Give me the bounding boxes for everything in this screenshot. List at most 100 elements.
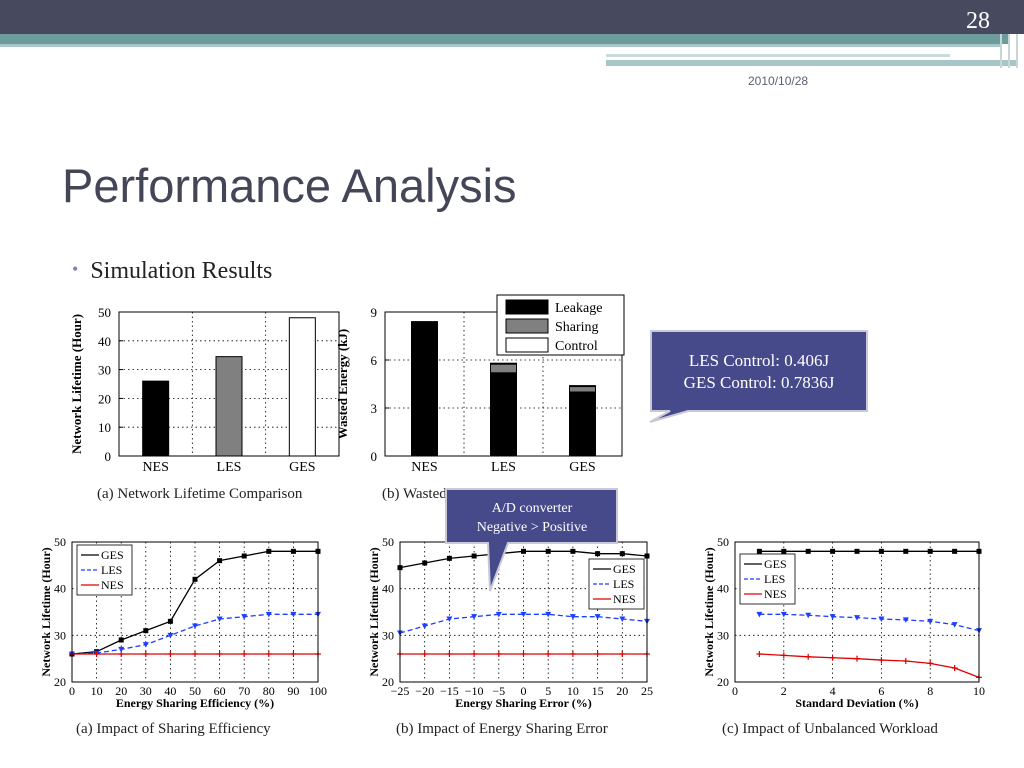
data-point — [471, 553, 477, 559]
header-bar — [0, 0, 1024, 34]
y-tick-label: 20 — [98, 391, 111, 406]
legend-swatch — [505, 299, 549, 315]
x-axis-label: Energy Sharing Error (%) — [455, 696, 592, 710]
x-tick-label: GES — [289, 460, 315, 475]
x-tick-label: −20 — [415, 684, 434, 698]
data-point — [952, 548, 958, 554]
y-tick-label: 9 — [371, 305, 378, 320]
slide-number: 28 — [966, 8, 990, 34]
x-tick-label: 0 — [521, 684, 527, 698]
data-point — [878, 548, 884, 554]
x-tick-label: 60 — [214, 684, 226, 698]
data-point — [829, 614, 836, 620]
y-tick-label: 20 — [717, 675, 729, 689]
y-tick-label: 0 — [105, 449, 112, 464]
callout-line: GES Control: 0.7836J — [683, 373, 835, 392]
legend-box — [739, 553, 796, 605]
legend-label: Sharing — [555, 320, 599, 335]
data-point — [495, 611, 502, 618]
x-tick-label: 50 — [189, 684, 201, 698]
bar-segment — [490, 363, 517, 374]
data-point — [446, 555, 452, 561]
callout-line: Negative > Positive — [476, 520, 588, 535]
data-point — [192, 576, 198, 582]
legend-box — [588, 558, 645, 610]
data-point — [290, 611, 297, 618]
legend-label: NES — [764, 587, 787, 601]
x-tick-label: 10 — [91, 684, 103, 698]
plot-frame — [734, 541, 980, 683]
data-point — [594, 614, 601, 620]
data-point — [545, 611, 552, 618]
data-point — [569, 614, 576, 620]
decor-line — [606, 54, 950, 57]
x-tick-label: 6 — [878, 684, 884, 698]
data-point — [192, 623, 198, 629]
x-tick-label: −5 — [492, 684, 505, 698]
y-tick-label: 20 — [54, 675, 66, 689]
x-tick-label: NES — [142, 460, 168, 475]
y-tick-label: 50 — [717, 535, 729, 549]
x-tick-label: NES — [411, 460, 437, 475]
x-tick-label: 8 — [927, 684, 933, 698]
x-tick-label: 100 — [309, 684, 327, 698]
data-point — [756, 548, 762, 554]
data-point — [902, 617, 909, 623]
x-tick-label: 70 — [238, 684, 250, 698]
header-band-light — [0, 44, 1000, 47]
y-tick-label: 40 — [717, 582, 729, 596]
x-tick-label: 15 — [592, 684, 604, 698]
bar-segment — [569, 385, 596, 388]
header-band — [0, 34, 1010, 44]
series-line — [759, 613, 980, 632]
decor-vline — [1000, 34, 1002, 68]
data-point — [167, 632, 174, 639]
legend-swatch — [505, 337, 549, 353]
y-tick-label: 10 — [98, 420, 111, 435]
y-tick-label: 3 — [371, 401, 378, 416]
decor-vline — [1016, 34, 1018, 68]
data-point — [756, 611, 763, 618]
x-tick-label: 30 — [140, 684, 152, 698]
decor-line — [606, 60, 1016, 66]
chart-caption: (a) Network Lifetime Comparison — [97, 486, 303, 502]
data-point — [854, 548, 860, 554]
callout-ad-converter — [445, 488, 618, 592]
data-point — [854, 615, 860, 621]
legend-label: GES — [101, 548, 124, 562]
y-tick-label: 50 — [54, 535, 66, 549]
x-tick-label: 20 — [616, 684, 628, 698]
callout-line: A/D converter — [491, 501, 573, 516]
bullet-item: • Simulation Results — [72, 258, 272, 285]
data-point — [265, 611, 272, 618]
callout-control-energy — [649, 330, 868, 423]
y-tick-label: 30 — [54, 628, 66, 642]
callout-control-energy-text: LES Control: 0.406J GES Control: 0.7836J — [652, 350, 866, 394]
data-point — [421, 623, 428, 629]
data-point — [545, 548, 551, 554]
data-point — [143, 628, 149, 634]
data-point — [241, 614, 248, 620]
legend-label: GES — [613, 562, 636, 576]
data-point — [142, 642, 149, 648]
callout-line: LES Control: 0.406J — [688, 351, 830, 370]
y-tick-label: 20 — [382, 675, 394, 689]
x-tick-label: 25 — [641, 684, 653, 698]
bar-segment — [490, 372, 517, 457]
data-point — [290, 548, 296, 554]
x-axis-label: Energy Sharing Efficiency (%) — [116, 696, 274, 710]
legend-box — [76, 544, 133, 596]
legend-label: NES — [613, 592, 636, 606]
series-line — [71, 613, 318, 655]
data-point — [118, 646, 125, 653]
y-axis-label: Network Lifetime (Hour) — [702, 547, 716, 676]
data-point — [927, 618, 934, 625]
data-point — [595, 551, 601, 557]
x-tick-label: 90 — [287, 684, 299, 698]
data-point — [830, 548, 836, 554]
legend-label: LES — [764, 572, 785, 586]
y-tick-label: 50 — [98, 305, 111, 320]
y-axis-label: Wasted Energy (kJ) — [335, 329, 350, 440]
data-point — [216, 616, 223, 622]
